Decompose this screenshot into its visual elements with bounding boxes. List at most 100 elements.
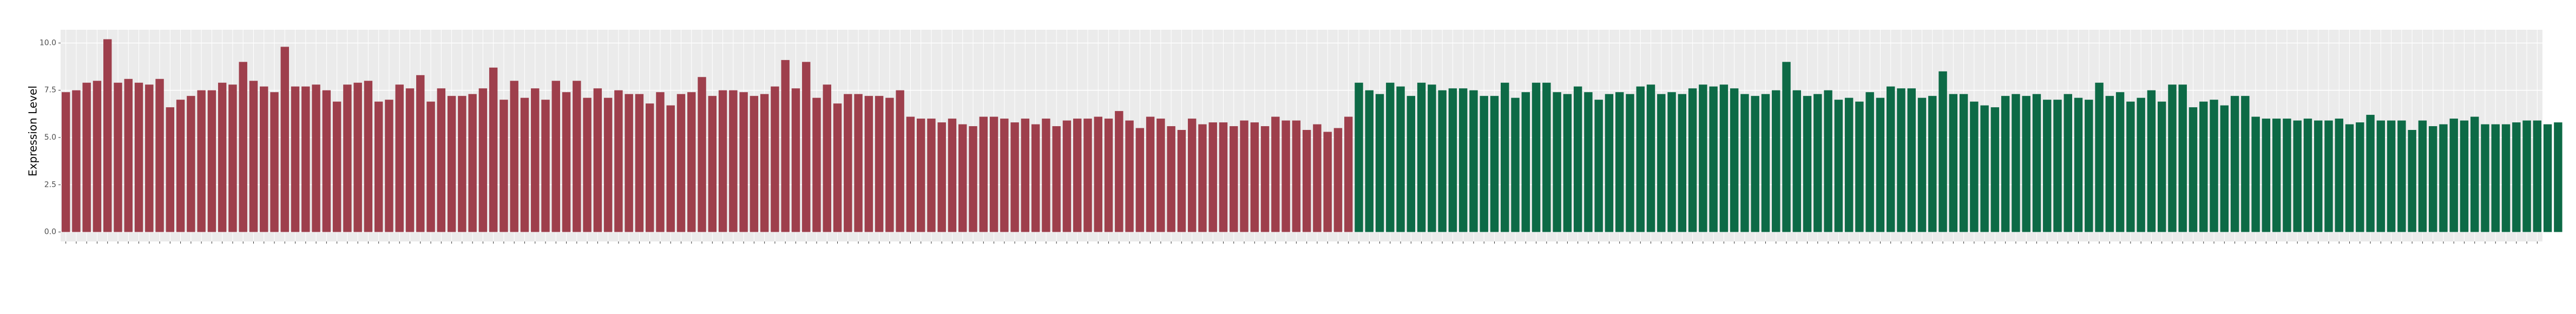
bar: [2366, 115, 2375, 232]
bar: [166, 107, 175, 232]
bar: [260, 86, 268, 232]
bar: [1657, 94, 1666, 232]
bar: [1083, 119, 1092, 232]
bar: [2157, 101, 2166, 232]
bar: [322, 90, 331, 232]
bar: [969, 126, 977, 232]
bar: [1396, 86, 1405, 232]
bar: [1208, 122, 1217, 232]
bar: [2022, 96, 2030, 232]
bar: [1480, 96, 1488, 232]
bar: [2147, 90, 2156, 232]
bar: [2481, 124, 2489, 232]
y-axis-title: Expression Level: [27, 86, 40, 176]
bar: [2428, 126, 2437, 232]
bar: [2397, 120, 2406, 232]
bar: [1970, 101, 1979, 232]
bar: [1104, 119, 1113, 232]
bar: [1115, 111, 1123, 232]
bar: [927, 119, 936, 232]
bar: [520, 97, 529, 232]
bar: [948, 119, 957, 232]
bar: [1511, 97, 1520, 232]
bar: [1344, 116, 1353, 232]
bar: [2303, 119, 2312, 232]
y-tick-label: 0.0: [44, 228, 56, 237]
bar: [2105, 96, 2114, 232]
bar: [625, 94, 633, 232]
bar: [2189, 107, 2198, 232]
bar: [1636, 86, 1645, 232]
bar: [2220, 105, 2229, 232]
bar: [791, 88, 800, 232]
bar: [2095, 82, 2104, 232]
bar: [343, 84, 352, 232]
bar: [2251, 116, 2260, 232]
bar: [583, 97, 592, 232]
bar: [1865, 92, 1874, 232]
y-tick-label: 5.0: [44, 133, 56, 142]
bar: [1928, 96, 1937, 232]
bar: [1448, 88, 1457, 232]
bar: [551, 81, 560, 232]
bar: [1167, 126, 1175, 232]
bar: [2064, 94, 2072, 232]
bar: [2491, 124, 2500, 232]
bar: [197, 90, 206, 232]
bar: [270, 92, 279, 232]
bar: [478, 88, 488, 232]
y-tick-label: 10.0: [40, 38, 56, 47]
bar: [489, 67, 498, 232]
bar: [885, 97, 894, 232]
bar: [573, 81, 581, 232]
bar: [395, 84, 404, 232]
bar: [1886, 86, 1895, 232]
bar: [2137, 97, 2145, 232]
bar: [1824, 90, 1832, 232]
bar: [1876, 97, 1885, 232]
bar: [2085, 100, 2093, 232]
bar: [1187, 119, 1197, 232]
bar: [1761, 94, 1770, 232]
bar: [72, 90, 81, 232]
bar: [760, 94, 769, 232]
bar: [614, 90, 623, 232]
bar: [134, 82, 143, 232]
bar: [1021, 119, 1030, 232]
bar: [562, 92, 571, 232]
bar: [1156, 119, 1165, 232]
bar: [2272, 119, 2281, 232]
bar: [124, 78, 133, 232]
bar: [1219, 122, 1228, 232]
bar: [2512, 122, 2521, 232]
bar: [2345, 124, 2354, 232]
bar: [2439, 124, 2448, 232]
bar: [291, 86, 300, 232]
bar: [2053, 100, 2062, 232]
bar: [416, 75, 425, 232]
bar: [2126, 101, 2135, 232]
bar: [1834, 100, 1843, 232]
bar: [1031, 124, 1040, 232]
y-tick-label: 2.5: [44, 180, 56, 189]
bar: [500, 100, 508, 232]
bar: [374, 101, 383, 232]
bar: [2418, 120, 2427, 232]
bar: [729, 90, 738, 232]
bar: [1073, 119, 1082, 232]
bar: [1855, 101, 1864, 232]
bar: [1678, 94, 1687, 232]
bar: [1042, 119, 1050, 232]
bar: [405, 88, 415, 232]
bar: [2012, 94, 2020, 232]
bar: [1626, 94, 1634, 232]
bar: [603, 97, 613, 232]
bar: [1605, 94, 1614, 232]
bar: [864, 96, 873, 232]
bar: [2501, 124, 2511, 232]
bar: [676, 94, 686, 232]
bar: [1282, 120, 1290, 232]
bar: [1907, 88, 1916, 232]
bar: [239, 62, 247, 232]
